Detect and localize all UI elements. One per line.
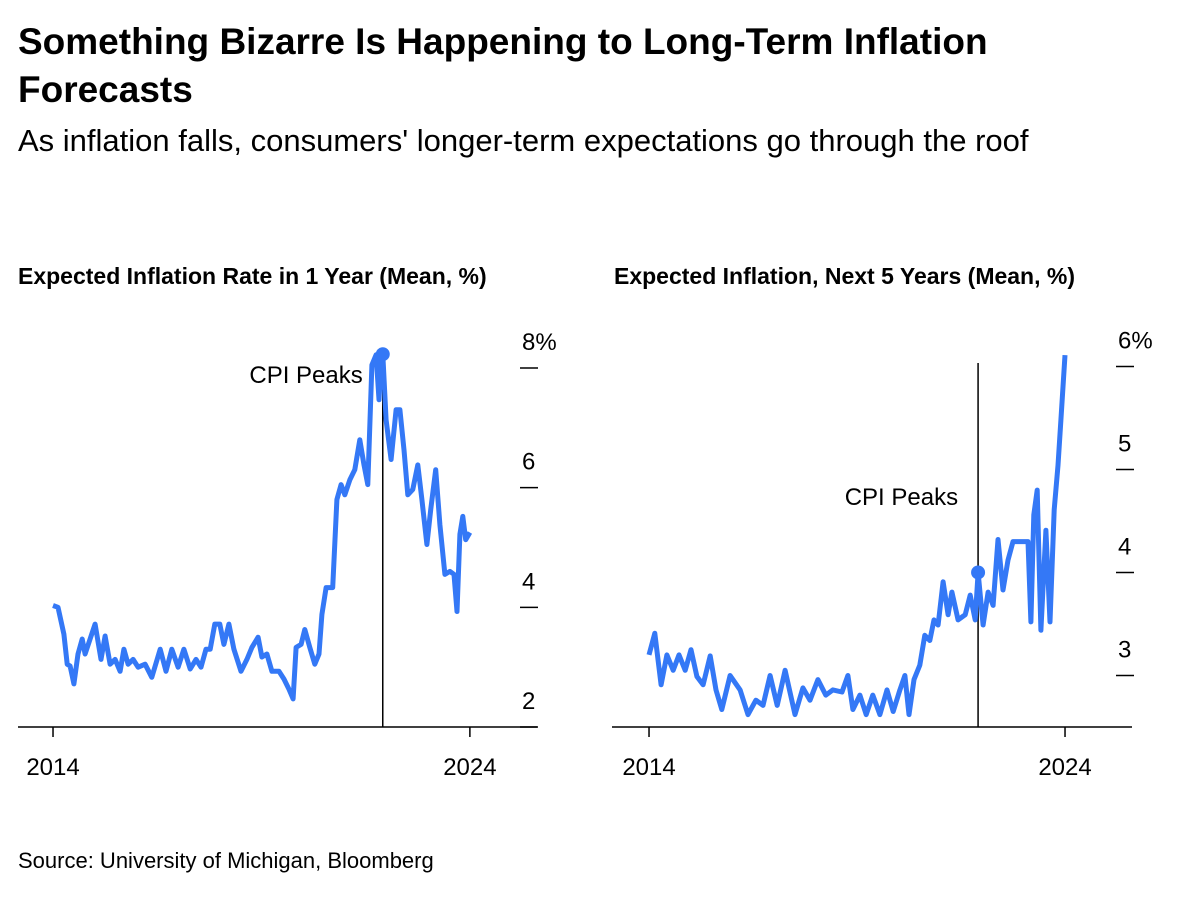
title: Something Bizarre Is Happening to Long-T… <box>18 21 988 110</box>
data-line <box>52 351 473 702</box>
y-tick-label: 6 <box>522 449 535 476</box>
chart-title: Expected Inflation Rate in 1 Year (Mean,… <box>18 263 487 289</box>
x-tick-label: 2014 <box>26 754 79 781</box>
y-tick-label: 6% <box>1118 327 1153 354</box>
chart-title: Expected Inflation, Next 5 Years (Mean, … <box>614 263 1075 289</box>
y-tick-label: 4 <box>522 568 535 595</box>
x-tick-label: 2024 <box>1038 754 1091 781</box>
y-tick-label: 8% <box>522 329 557 356</box>
data-line <box>646 354 1068 718</box>
x-tick-label: 2024 <box>443 754 496 781</box>
y-tick-label: 3 <box>1118 636 1131 663</box>
annotation-label: CPI Peaks <box>845 484 958 511</box>
highlight-dot <box>375 347 390 362</box>
y-tick-label: 5 <box>1118 430 1131 457</box>
x-tick-label: 2014 <box>622 754 675 781</box>
annotation-label: CPI Peaks <box>249 362 362 389</box>
highlight-dot <box>971 565 986 580</box>
y-tick-label: 2 <box>522 688 535 715</box>
y-tick-label: 4 <box>1118 533 1131 560</box>
source: Source: University of Michigan, Bloomber… <box>18 848 434 873</box>
subtitle: As inflation falls, consumers' longer-te… <box>18 123 1029 158</box>
